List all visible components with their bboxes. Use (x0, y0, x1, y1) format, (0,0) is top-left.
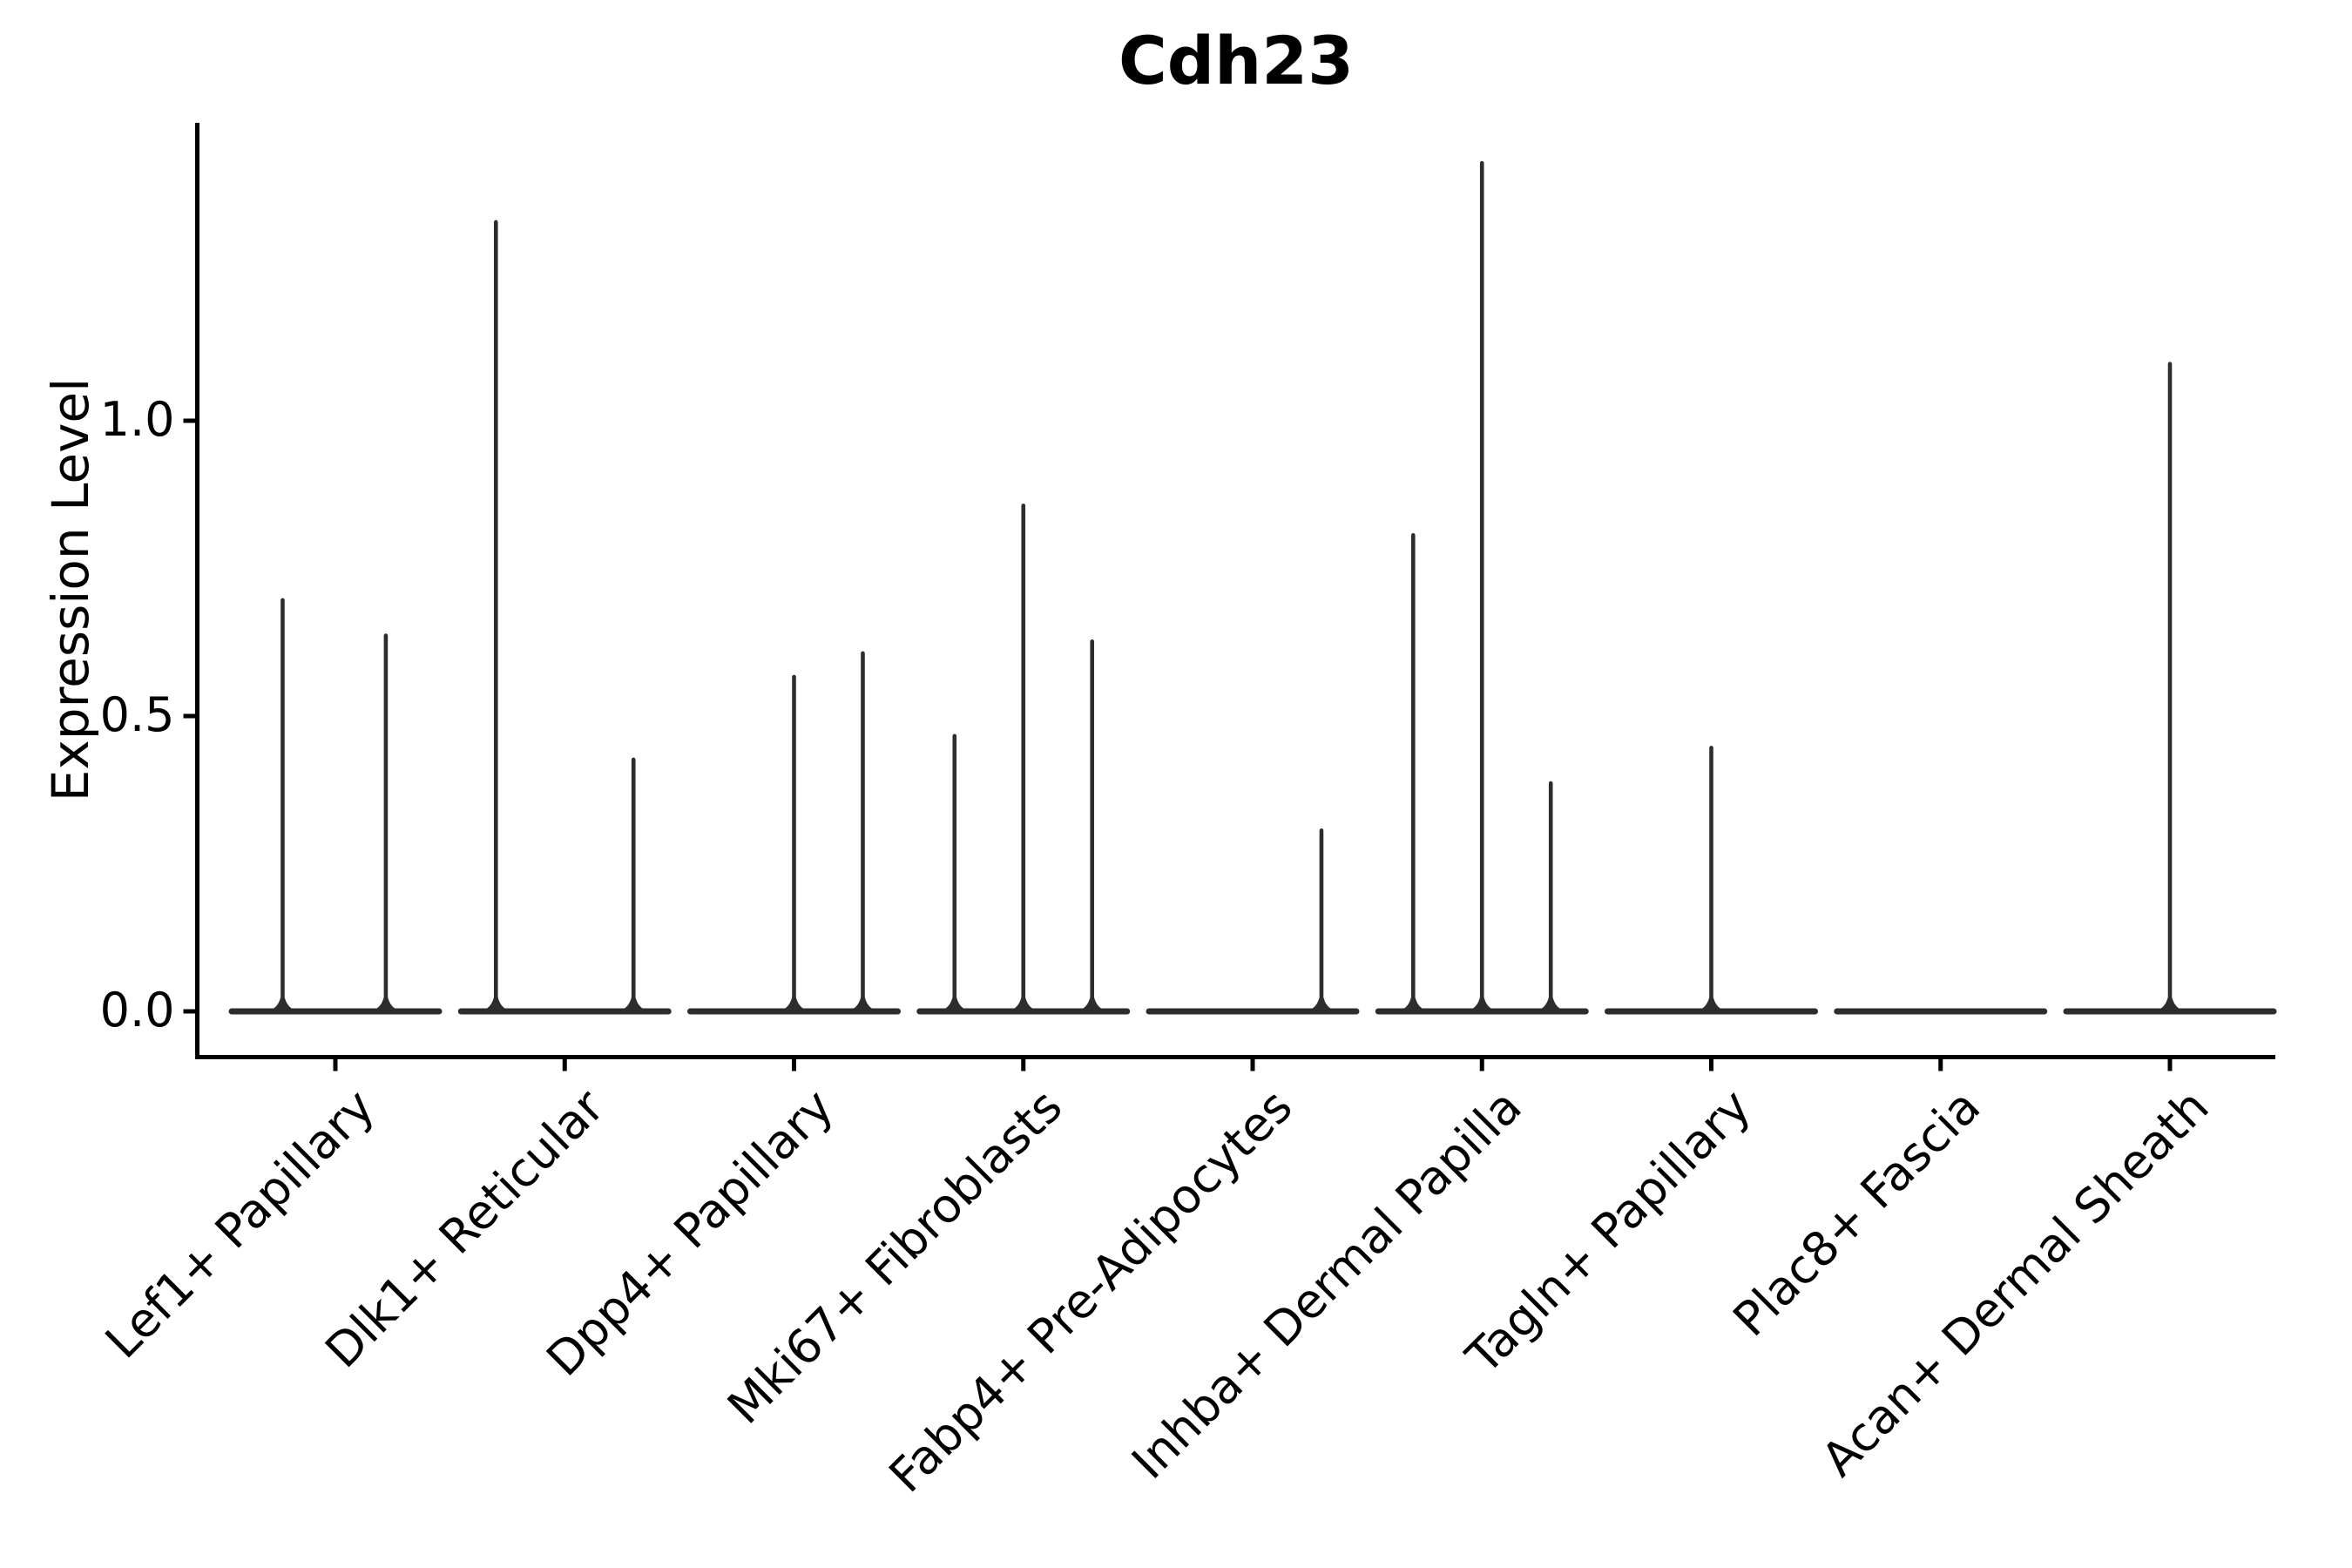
violin-spike-flare (267, 997, 298, 1010)
y-tick-label: 0.5 (99, 687, 175, 743)
violin-spike-flare (2155, 997, 2185, 1010)
violin-spike-flare (1008, 997, 1038, 1010)
violin-spike-flare (1398, 997, 1429, 1010)
violin-spike-flare (939, 997, 970, 1010)
violin-spike-flare (848, 997, 878, 1010)
violin-spike-flare (1467, 997, 1497, 1010)
violin-spike-flare (1536, 997, 1566, 1010)
chart-title: Cdh23 (1118, 22, 1355, 99)
violin-spike-flare (1077, 997, 1107, 1010)
violin-spike-flare (618, 997, 649, 1010)
y-tick-label: 1.0 (99, 392, 175, 448)
y-tick-label: 0.0 (99, 983, 175, 1038)
violin-spike-flare (370, 997, 401, 1010)
violin-spike-flare (481, 997, 511, 1010)
violin-spike-flare (1306, 997, 1336, 1010)
violin-spike-flare (779, 997, 809, 1010)
violin-spike-flare (1696, 997, 1727, 1010)
